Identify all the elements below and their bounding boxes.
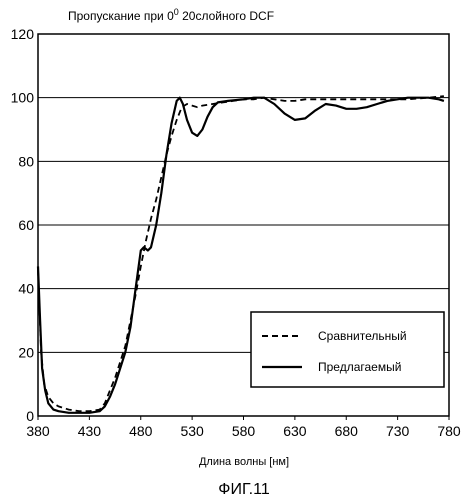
- chart-title-rest: 20слойного DCF: [182, 9, 274, 23]
- legend: Сравнительный Предлагаемый: [250, 311, 445, 388]
- chart-title-main: Пропускание при 0: [68, 9, 174, 23]
- y-tick-label: 20: [18, 344, 34, 360]
- y-tick-label: 120: [11, 26, 35, 42]
- y-tick-label: 100: [11, 90, 35, 106]
- x-tick-label: 380: [26, 423, 50, 439]
- x-tick-label: 780: [437, 423, 461, 439]
- x-tick-label: 480: [129, 423, 153, 439]
- legend-label-proposed: Предлагаемый: [318, 360, 401, 374]
- legend-box: [250, 311, 445, 388]
- y-tick-label: 80: [18, 153, 34, 169]
- legend-label-comparative: Сравнительный: [318, 329, 407, 343]
- chart-title-superscript: 0: [174, 7, 179, 17]
- series-line-comparative: [37, 95, 444, 413]
- chart-title: Пропускание при 00 20слойного DCF: [68, 7, 274, 23]
- y-tick-labels: 0 20 40 60 80 100 120: [11, 26, 35, 424]
- x-tick-label: 730: [386, 423, 410, 439]
- x-tick-labels: 380 430 480 530 580 630 680 730 780: [26, 416, 461, 439]
- y-tick-label: 40: [18, 281, 34, 297]
- x-tick-label: 630: [283, 423, 307, 439]
- x-tick-label: 530: [180, 423, 204, 439]
- x-tick-label: 680: [335, 423, 359, 439]
- series-lines: [36, 95, 445, 414]
- x-axis-title: Длина волны [нм]: [199, 456, 289, 468]
- x-tick-label: 430: [78, 423, 102, 439]
- x-tick-label: 580: [232, 423, 256, 439]
- y-tick-label: 0: [26, 408, 34, 424]
- y-tick-label: 60: [18, 217, 34, 233]
- series-line-proposed: [36, 96, 445, 414]
- figure-caption: ФИГ.11: [218, 481, 270, 498]
